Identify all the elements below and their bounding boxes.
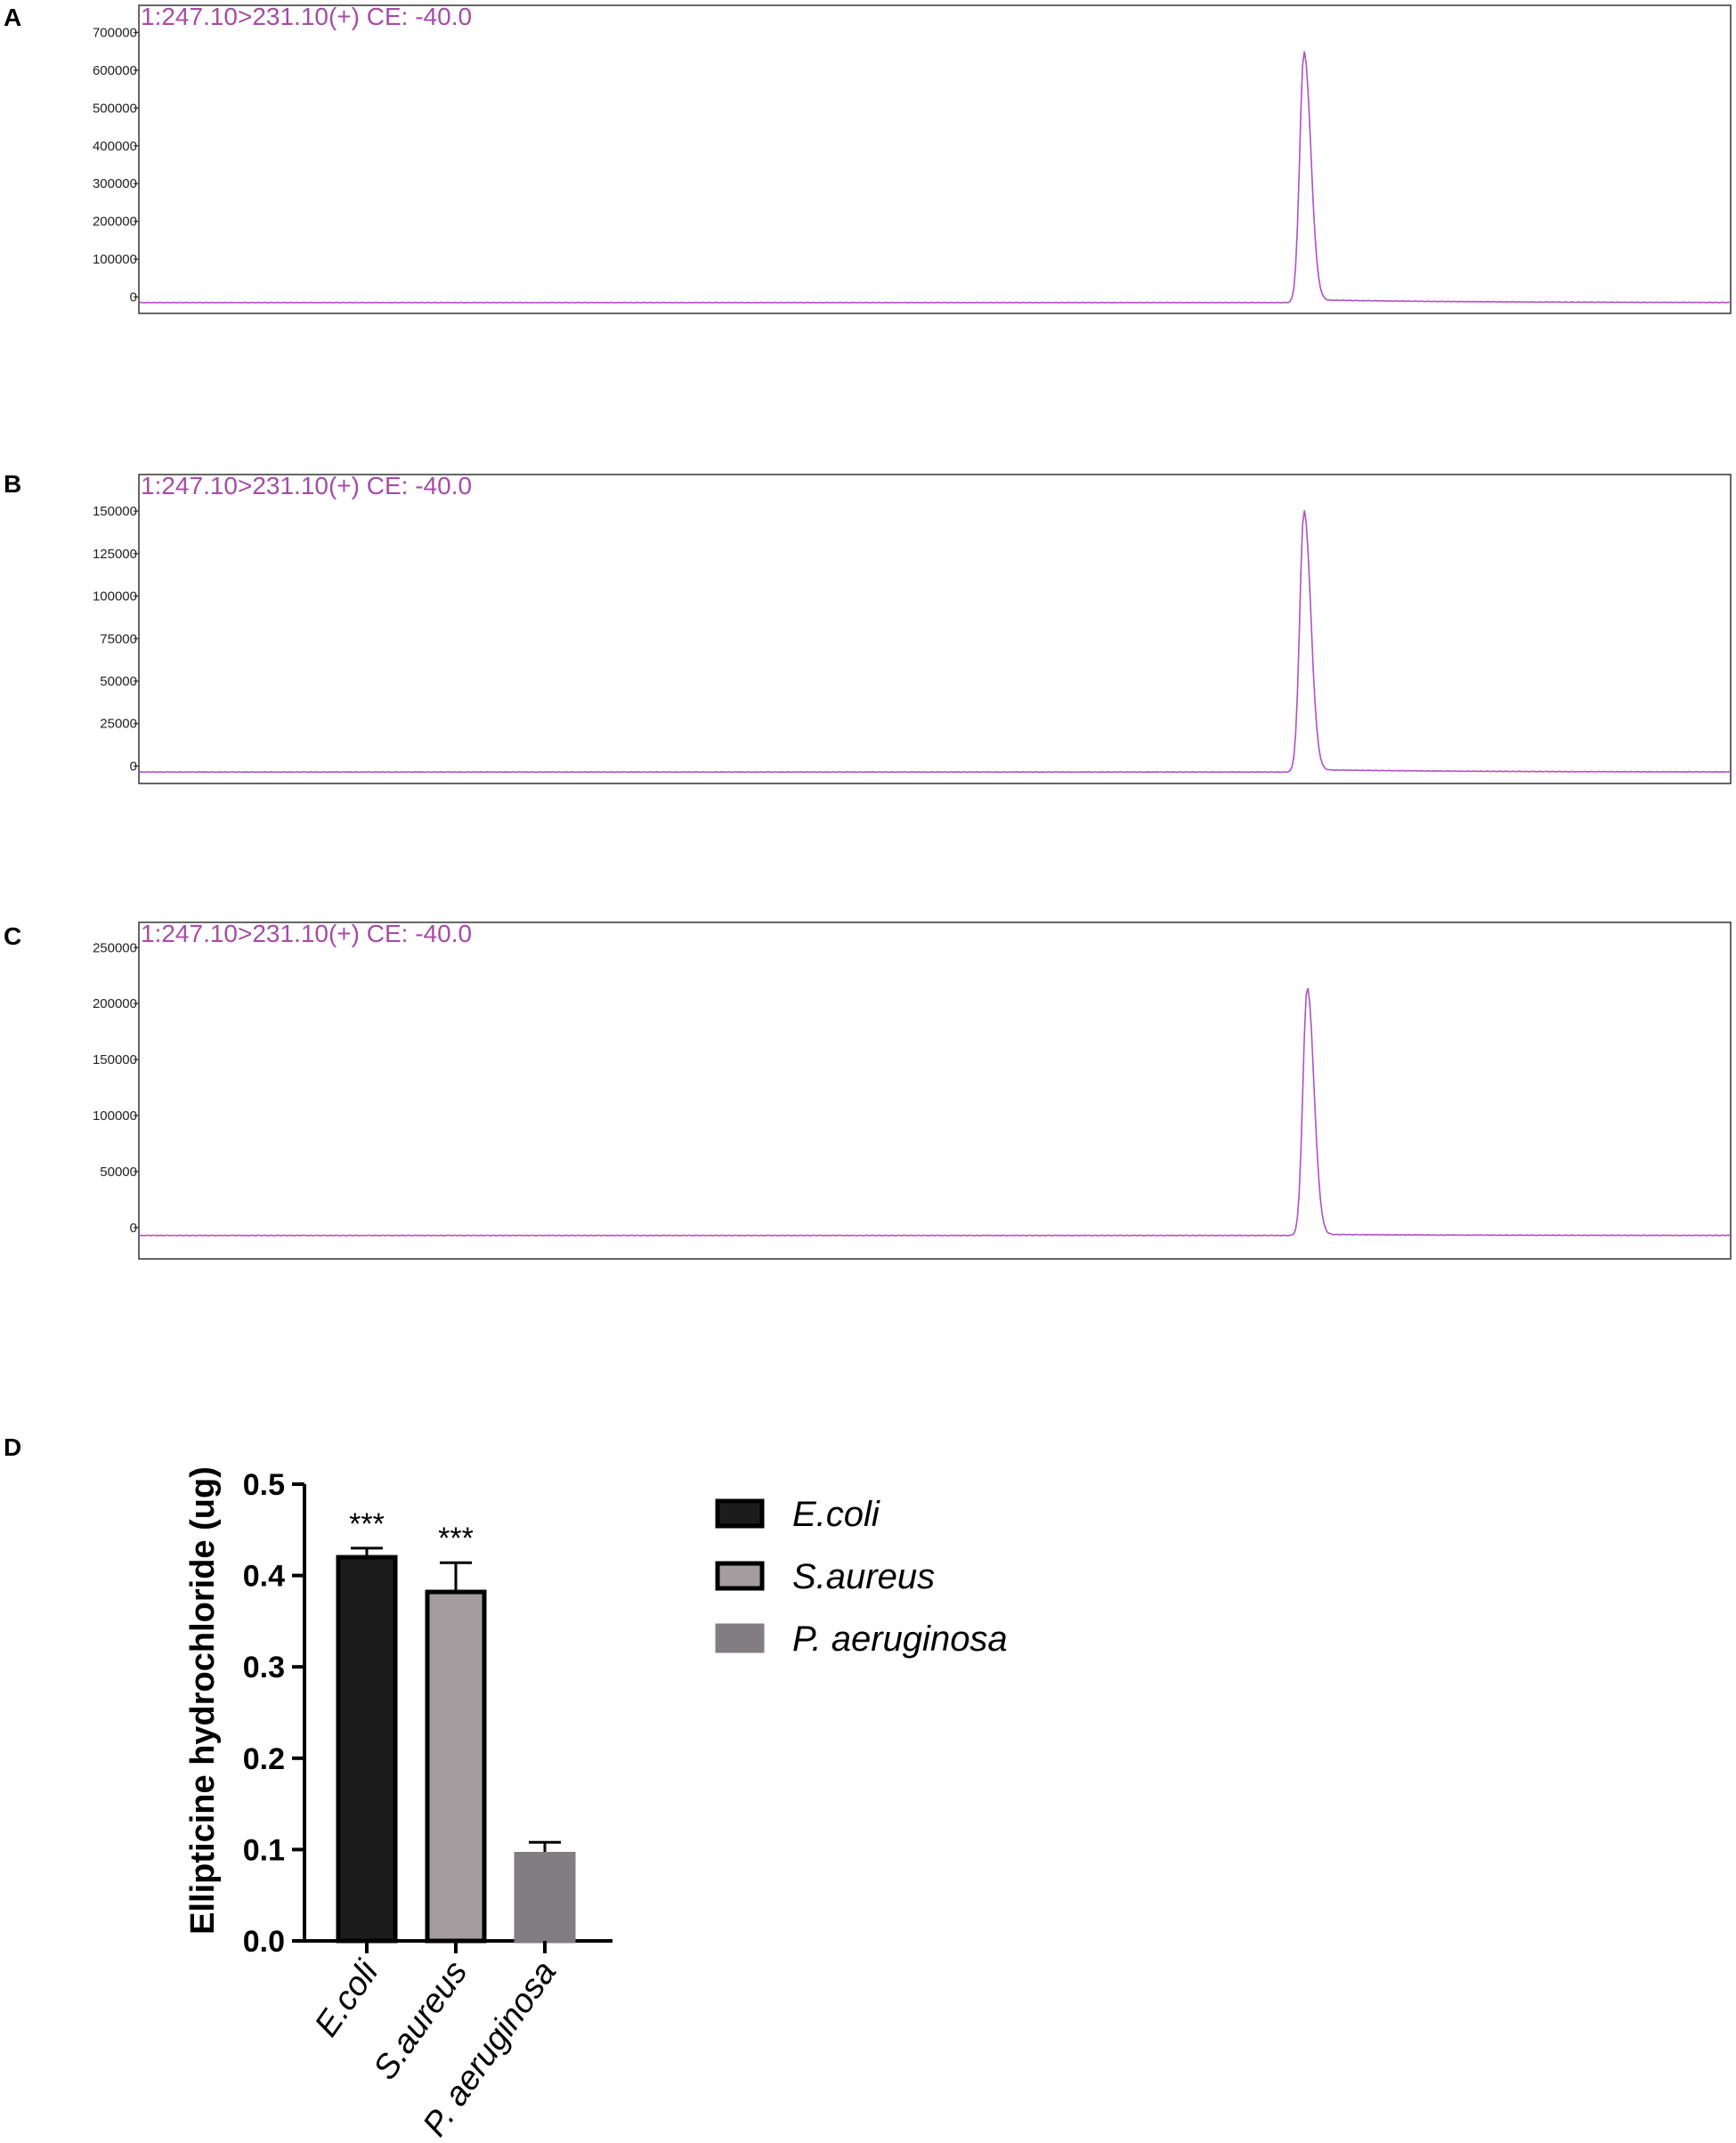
y-tick-label-c: 100000: [93, 1108, 137, 1124]
significance-label-1: ***: [349, 1507, 385, 1541]
legend-swatch-2: [715, 1561, 765, 1591]
bar-3: [514, 1852, 576, 1944]
y-tick-label-a: 500000: [93, 101, 137, 116]
bar-y-tick-label: 0.3: [243, 1651, 285, 1684]
y-tick-label-a: 0: [130, 290, 137, 305]
significance-label-2: ***: [438, 1522, 474, 1555]
bar-y-tick-label: 0.1: [243, 1833, 285, 1867]
y-tick-label-b: 150000: [93, 504, 137, 519]
bar-1: [336, 1554, 398, 1944]
trace-annotation-b: 1:247.10>231.10(+) CE: -40.0: [141, 472, 472, 499]
plot-frame-a: [138, 4, 1732, 314]
chromatogram-trace-b: [138, 510, 1732, 774]
chromatogram-trace-a: [138, 51, 1732, 304]
bar-y-tick-label: 0.5: [243, 1468, 285, 1502]
legend-label-1: E.coli: [792, 1495, 880, 1534]
y-tick-label-a: 200000: [93, 215, 137, 230]
bar-y-tick-label: 0.2: [243, 1742, 285, 1776]
y-tick-label-c: 50000: [100, 1165, 137, 1180]
bar-2: [425, 1589, 487, 1944]
plot-frame-b: [138, 474, 1732, 784]
bar-y-tick-label: 0.4: [243, 1560, 285, 1594]
y-tick-label-c: 250000: [93, 940, 137, 955]
bar-y-tick-label: 0.0: [243, 1925, 285, 1959]
y-axis-title: Ellipticine hydrochloride (ug): [184, 1466, 222, 1935]
y-tick-label-a: 600000: [93, 63, 137, 78]
legend-swatch-1: [715, 1498, 765, 1529]
y-tick-label-a: 700000: [93, 25, 137, 40]
plot-frame-c: [138, 921, 1732, 1260]
y-tick-label-b: 75000: [100, 631, 137, 646]
panel-label-b: B: [4, 470, 22, 498]
y-tick-label-b: 50000: [100, 674, 137, 689]
y-tick-label-b: 25000: [100, 717, 137, 732]
panel-label-a: A: [4, 4, 22, 31]
y-tick-label-c: 150000: [93, 1052, 137, 1067]
y-tick-label-a: 400000: [93, 139, 137, 154]
panel-label-c: C: [4, 922, 22, 950]
y-tick-label-c: 0: [130, 1221, 137, 1236]
legend-swatch-3: [715, 1623, 765, 1653]
category-label-1: E.coli: [308, 1953, 387, 2043]
y-tick-label-b: 0: [130, 759, 137, 774]
legend-label-2: S.aureus: [792, 1557, 935, 1596]
y-tick-label-a: 300000: [93, 176, 137, 191]
legend-label-3: P. aeruginosa: [792, 1619, 1008, 1659]
trace-annotation-a: 1:247.10>231.10(+) CE: -40.0: [141, 3, 472, 30]
y-tick-label-b: 125000: [93, 547, 137, 562]
chromatogram-trace-c: [138, 987, 1732, 1237]
y-tick-label-c: 200000: [93, 996, 137, 1011]
panel-label-d: D: [4, 1433, 22, 1461]
trace-annotation-c: 1:247.10>231.10(+) CE: -40.0: [141, 920, 472, 947]
y-tick-label-b: 100000: [93, 589, 137, 605]
y-tick-label-a: 100000: [93, 252, 137, 267]
